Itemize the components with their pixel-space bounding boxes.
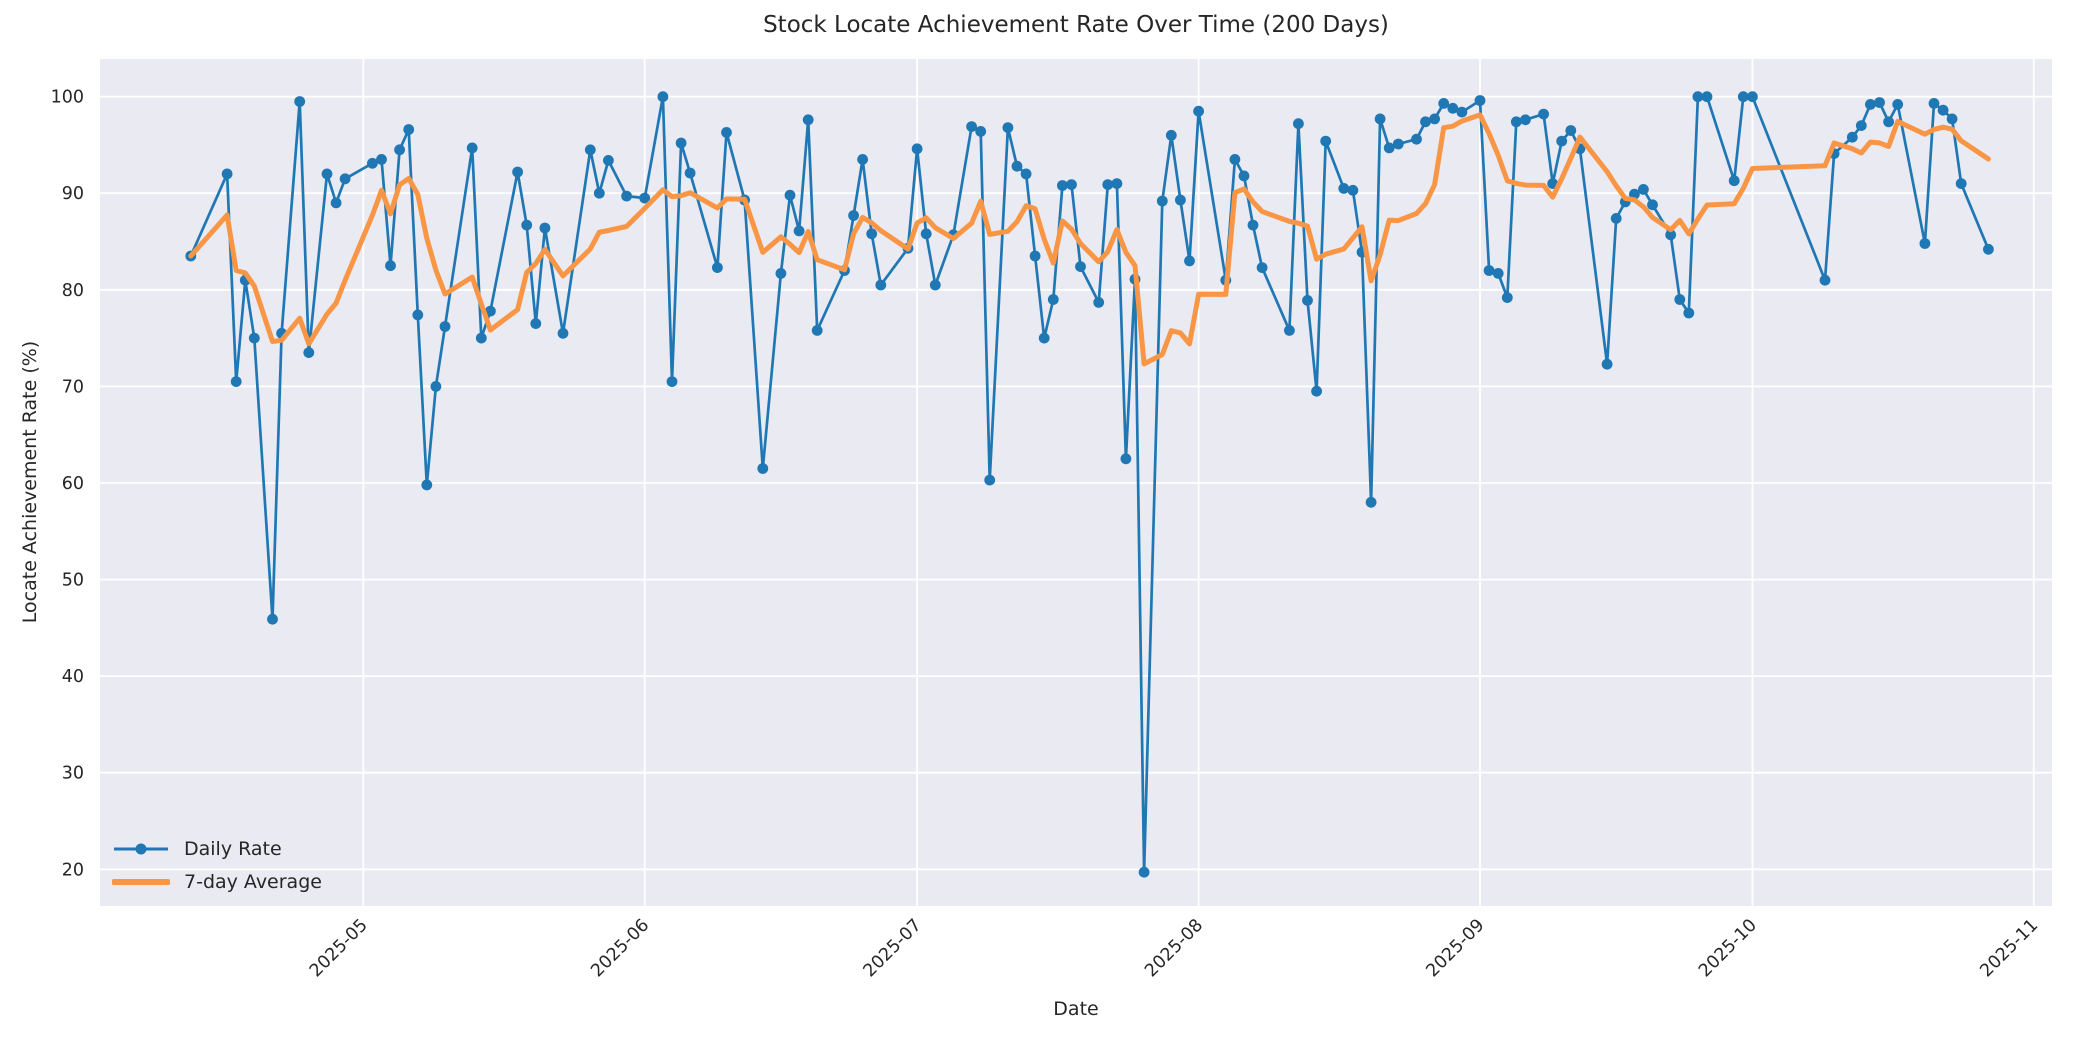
x-tick-label: 2025-11 — [1976, 915, 2042, 981]
legend: Daily Rate 7-day Average — [112, 836, 322, 895]
legend-item-7day-average: 7-day Average — [112, 869, 322, 895]
x-tick-label: 2025-07 — [860, 915, 926, 981]
x-tick-label: 2025-05 — [306, 915, 372, 981]
y-tick-label: 70 — [62, 377, 84, 397]
plot-area — [100, 59, 2052, 906]
x-tick-label: 2025-10 — [1695, 915, 1761, 981]
y-tick-label: 20 — [62, 860, 84, 880]
y-tick-label: 40 — [62, 667, 84, 687]
y-axis-label: Locate Achievement Rate (%) — [19, 340, 41, 624]
y-tick-label: 80 — [62, 281, 84, 301]
x-tick-label: 2025-09 — [1423, 915, 1489, 981]
legend-label: 7-day Average — [184, 871, 322, 893]
y-tick-label: 60 — [62, 474, 84, 494]
thick-line-icon — [112, 879, 170, 885]
y-tick-label: 30 — [62, 764, 84, 784]
line-with-marker-icon — [114, 843, 168, 855]
y-tick-label: 100 — [51, 88, 84, 108]
y-tick-label: 90 — [62, 184, 84, 204]
legend-label: Daily Rate — [184, 838, 282, 860]
y-tick-label: 50 — [62, 571, 84, 591]
x-tick-label: 2025-06 — [587, 915, 653, 981]
legend-item-daily-rate: Daily Rate — [112, 836, 322, 862]
x-axis-label: Date — [1053, 998, 1099, 1020]
x-tick-label: 2025-08 — [1141, 915, 1207, 981]
chart-title: Stock Locate Achievement Rate Over Time … — [763, 12, 1389, 38]
